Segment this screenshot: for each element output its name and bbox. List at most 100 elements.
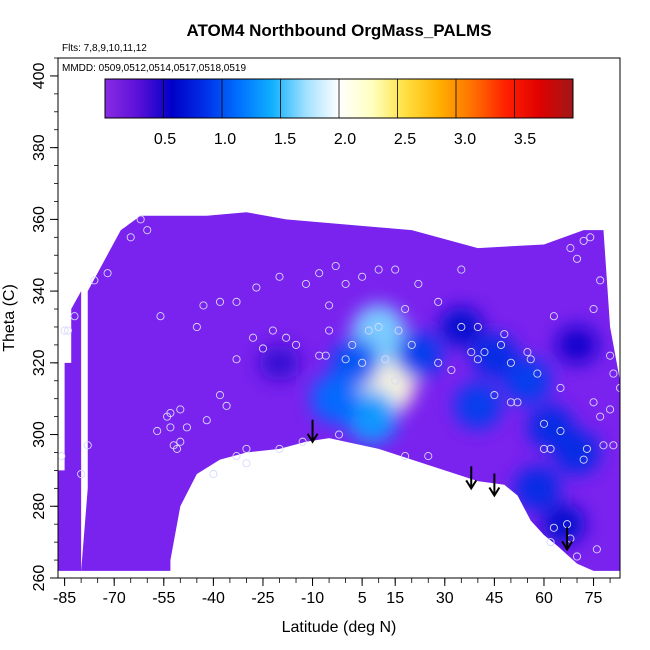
sample-point [282, 333, 291, 342]
sample-point [334, 430, 344, 439]
sample-point [301, 279, 310, 288]
sample-point [199, 301, 208, 310]
sample-point [556, 383, 565, 392]
sample-point [232, 297, 241, 306]
heatmap-field-edge [58, 291, 82, 571]
sample-point [63, 326, 72, 335]
ground-mask [170, 438, 620, 578]
y-tick-label: 320 [31, 349, 48, 376]
sample-point [434, 358, 443, 367]
sample-point [176, 437, 185, 446]
colorbar-tick-label: 3.5 [514, 131, 536, 148]
sample-point [341, 355, 350, 364]
sample-point [606, 351, 615, 360]
sample-point [407, 340, 416, 349]
y-axis: 260 280 300 320 340 360 380 400 [31, 57, 58, 591]
sample-point [572, 254, 582, 263]
high-value-region [259, 344, 300, 381]
sample-point [447, 365, 456, 375]
sample-point [374, 322, 383, 332]
high-value-region [331, 338, 380, 387]
y-tick-label: 280 [31, 493, 48, 520]
high-value-region [554, 430, 600, 475]
sample-point [566, 244, 575, 253]
sample-point [579, 455, 588, 464]
sample-point [496, 340, 506, 349]
sample-point [579, 236, 588, 245]
x-tick-label: -70 [103, 590, 126, 607]
sample-point [391, 265, 400, 274]
sample-point [457, 265, 466, 274]
x-tick-label: -10 [301, 590, 324, 607]
y-tick-label: 400 [31, 62, 48, 89]
sample-point [252, 283, 261, 292]
colorbar-ticks: 0.5 1.0 1.5 2.0 2.5 3.0 3.5 [154, 79, 536, 148]
colorbar-tick-label: 2.0 [334, 131, 356, 148]
down-arrow [488, 473, 501, 498]
x-tick-label: 45 [485, 590, 503, 607]
sample-point [592, 545, 601, 554]
dates-label: MMDD: 0509,0512,0514,0517,0518,0519 [62, 63, 246, 74]
x-tick-label: 75 [585, 590, 603, 607]
sample-point [248, 333, 258, 342]
sample-point [589, 304, 598, 314]
sample-point [572, 552, 582, 561]
sample-point [582, 444, 591, 453]
sample-point [242, 444, 251, 453]
sample-point [374, 265, 383, 274]
sample-point [291, 340, 301, 349]
sample-point [215, 391, 225, 400]
sample-point [490, 391, 499, 400]
x-tick-label: 15 [386, 590, 404, 607]
x-tick-label: 30 [436, 590, 454, 607]
sample-points [58, 215, 620, 561]
sample-point [609, 441, 618, 450]
sample-point [539, 419, 549, 428]
sample-point [615, 383, 620, 392]
sample-point [58, 452, 66, 461]
colorbar-tick-label: 0.5 [154, 131, 176, 148]
sample-point [546, 538, 555, 547]
sample-point [526, 355, 535, 364]
sample-point [172, 444, 182, 453]
x-tick-label: -25 [251, 590, 274, 607]
sample-point [401, 452, 410, 461]
sample-point [414, 279, 423, 288]
sample-point [298, 437, 307, 446]
sample-point [609, 369, 618, 378]
sample-point [539, 444, 549, 453]
down-arrow [306, 419, 319, 444]
sample-point [586, 233, 595, 242]
sample-point [596, 412, 605, 421]
sample-point [331, 261, 340, 271]
sample-point [192, 322, 201, 332]
sample-point [434, 297, 443, 306]
sample-point [258, 344, 268, 353]
chart-title: ATOM4 Northbound OrgMass_PALMS [186, 21, 491, 40]
sample-point [321, 351, 330, 360]
down-arrow [561, 527, 573, 552]
sample-point [182, 423, 191, 432]
sample-point [275, 272, 284, 281]
sample-point [599, 441, 608, 450]
sample-point [232, 452, 241, 461]
sample-point [60, 326, 69, 335]
sample-point [506, 398, 515, 407]
sample-point [202, 416, 211, 425]
down-arrow [465, 466, 478, 491]
x-tick-label: -55 [152, 590, 175, 607]
sample-point [275, 444, 284, 453]
sample-point [70, 312, 79, 321]
sample-point [606, 405, 615, 414]
colorbar-tick-label: 3.0 [454, 131, 476, 148]
sample-point [533, 369, 542, 378]
sample-point [364, 326, 373, 335]
high-value-region [556, 325, 599, 364]
sample-point [556, 426, 565, 436]
sample-point [424, 452, 433, 461]
high-value-region [311, 373, 361, 424]
sample-point [325, 326, 334, 335]
sample-point [513, 398, 522, 407]
sample-point [596, 276, 605, 285]
x-tick-label: -40 [202, 590, 225, 607]
